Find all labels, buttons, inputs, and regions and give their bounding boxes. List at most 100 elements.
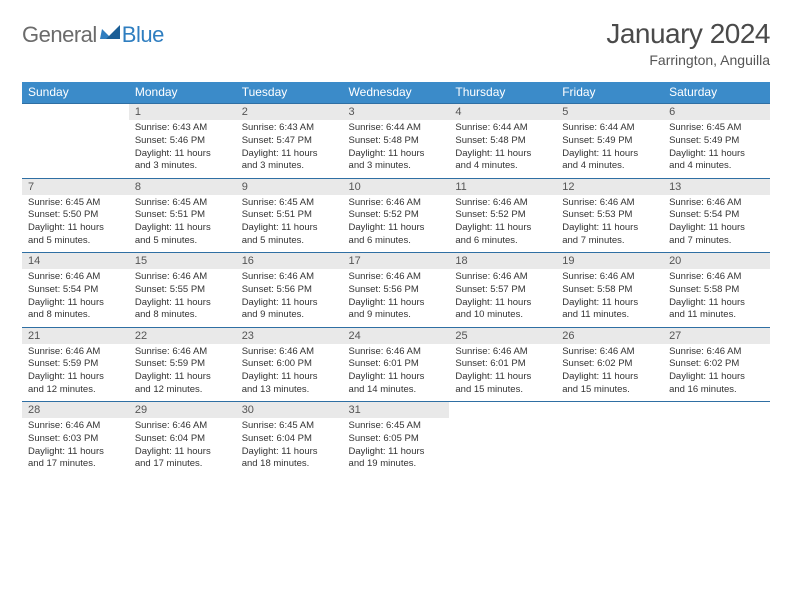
day-detail: Sunrise: 6:44 AMSunset: 5:48 PMDaylight:…: [343, 120, 450, 178]
daylight-text: and 11 minutes.: [562, 309, 657, 322]
daylight-text: and 11 minutes.: [669, 309, 764, 322]
sunrise-text: Sunrise: 6:46 AM: [562, 346, 657, 359]
day-detail: Sunrise: 6:46 AMSunset: 5:52 PMDaylight:…: [449, 195, 556, 253]
sunrise-text: Sunrise: 6:46 AM: [349, 271, 444, 284]
day-detail: Sunrise: 6:46 AMSunset: 6:02 PMDaylight:…: [556, 344, 663, 402]
sunset-text: Sunset: 6:04 PM: [242, 433, 337, 446]
daylight-text: Daylight: 11 hours: [562, 371, 657, 384]
day-detail: Sunrise: 6:46 AMSunset: 6:04 PMDaylight:…: [129, 418, 236, 476]
sunrise-text: Sunrise: 6:46 AM: [242, 346, 337, 359]
day-number: 30: [236, 402, 343, 419]
day-detail: Sunrise: 6:46 AMSunset: 5:54 PMDaylight:…: [22, 269, 129, 327]
sunset-text: Sunset: 5:58 PM: [669, 284, 764, 297]
daylight-text: and 15 minutes.: [562, 384, 657, 397]
day-detail: Sunrise: 6:46 AMSunset: 5:54 PMDaylight:…: [663, 195, 770, 253]
day-number: 9: [236, 178, 343, 195]
day-detail: Sunrise: 6:46 AMSunset: 5:56 PMDaylight:…: [343, 269, 450, 327]
daylight-text: Daylight: 11 hours: [28, 371, 123, 384]
daylight-text: Daylight: 11 hours: [28, 222, 123, 235]
sunset-text: Sunset: 5:52 PM: [349, 209, 444, 222]
sunset-text: Sunset: 6:00 PM: [242, 358, 337, 371]
sunrise-text: Sunrise: 6:43 AM: [135, 122, 230, 135]
sunrise-text: Sunrise: 6:46 AM: [562, 197, 657, 210]
sunrise-text: Sunrise: 6:46 AM: [562, 271, 657, 284]
sunset-text: Sunset: 5:59 PM: [135, 358, 230, 371]
sunset-text: Sunset: 5:54 PM: [28, 284, 123, 297]
day-detail: [449, 418, 556, 476]
daylight-text: Daylight: 11 hours: [135, 222, 230, 235]
sunrise-text: Sunrise: 6:44 AM: [562, 122, 657, 135]
day-number: 2: [236, 104, 343, 121]
sunrise-text: Sunrise: 6:46 AM: [455, 197, 550, 210]
day-detail: Sunrise: 6:44 AMSunset: 5:49 PMDaylight:…: [556, 120, 663, 178]
day-number: 15: [129, 253, 236, 270]
daylight-text: Daylight: 11 hours: [669, 371, 764, 384]
daylight-text: Daylight: 11 hours: [562, 297, 657, 310]
day-number: 29: [129, 402, 236, 419]
day-number: 25: [449, 327, 556, 344]
dow-header-row: Sunday Monday Tuesday Wednesday Thursday…: [22, 82, 770, 104]
day-number: 23: [236, 327, 343, 344]
sunrise-text: Sunrise: 6:45 AM: [242, 420, 337, 433]
header: General Blue January 2024 Farrington, An…: [22, 18, 770, 68]
daylight-text: and 5 minutes.: [242, 235, 337, 248]
day-detail: [663, 418, 770, 476]
title-block: January 2024 Farrington, Anguilla: [606, 18, 770, 68]
daylight-text: and 4 minutes.: [669, 160, 764, 173]
week-daynum-row: 78910111213: [22, 178, 770, 195]
week-daynum-row: 123456: [22, 104, 770, 121]
day-detail: [22, 120, 129, 178]
daylight-text: Daylight: 11 hours: [242, 148, 337, 161]
day-number: 16: [236, 253, 343, 270]
daylight-text: Daylight: 11 hours: [28, 446, 123, 459]
day-number: 10: [343, 178, 450, 195]
daylight-text: and 13 minutes.: [242, 384, 337, 397]
sunrise-text: Sunrise: 6:45 AM: [242, 197, 337, 210]
day-detail: Sunrise: 6:46 AMSunset: 5:59 PMDaylight:…: [129, 344, 236, 402]
daylight-text: and 17 minutes.: [135, 458, 230, 471]
day-number: 6: [663, 104, 770, 121]
sunrise-text: Sunrise: 6:45 AM: [349, 420, 444, 433]
day-number: 31: [343, 402, 450, 419]
daylight-text: Daylight: 11 hours: [349, 148, 444, 161]
day-detail: Sunrise: 6:44 AMSunset: 5:48 PMDaylight:…: [449, 120, 556, 178]
day-number: 12: [556, 178, 663, 195]
daylight-text: Daylight: 11 hours: [455, 222, 550, 235]
daylight-text: Daylight: 11 hours: [242, 297, 337, 310]
day-number: [22, 104, 129, 121]
day-detail: Sunrise: 6:46 AMSunset: 6:01 PMDaylight:…: [449, 344, 556, 402]
sunset-text: Sunset: 5:55 PM: [135, 284, 230, 297]
sunrise-text: Sunrise: 6:44 AM: [349, 122, 444, 135]
day-number: 4: [449, 104, 556, 121]
day-detail: Sunrise: 6:46 AMSunset: 5:53 PMDaylight:…: [556, 195, 663, 253]
sunrise-text: Sunrise: 6:45 AM: [669, 122, 764, 135]
daylight-text: Daylight: 11 hours: [242, 222, 337, 235]
calendar-table: Sunday Monday Tuesday Wednesday Thursday…: [22, 82, 770, 476]
brand-mark-icon: [100, 25, 120, 39]
day-number: 5: [556, 104, 663, 121]
daylight-text: and 12 minutes.: [28, 384, 123, 397]
sunset-text: Sunset: 6:02 PM: [669, 358, 764, 371]
day-number: 20: [663, 253, 770, 270]
daylight-text: and 19 minutes.: [349, 458, 444, 471]
day-number: 28: [22, 402, 129, 419]
sunrise-text: Sunrise: 6:45 AM: [28, 197, 123, 210]
dow-header: Tuesday: [236, 82, 343, 104]
day-number: 8: [129, 178, 236, 195]
sunrise-text: Sunrise: 6:46 AM: [28, 271, 123, 284]
sunrise-text: Sunrise: 6:44 AM: [455, 122, 550, 135]
daylight-text: and 6 minutes.: [349, 235, 444, 248]
sunset-text: Sunset: 5:48 PM: [455, 135, 550, 148]
day-number: 27: [663, 327, 770, 344]
location-subtitle: Farrington, Anguilla: [606, 52, 770, 68]
daylight-text: and 17 minutes.: [28, 458, 123, 471]
daylight-text: and 9 minutes.: [242, 309, 337, 322]
brand-word1: General: [22, 22, 97, 48]
day-detail: Sunrise: 6:46 AMSunset: 5:59 PMDaylight:…: [22, 344, 129, 402]
day-detail: Sunrise: 6:45 AMSunset: 5:49 PMDaylight:…: [663, 120, 770, 178]
day-detail: Sunrise: 6:45 AMSunset: 6:04 PMDaylight:…: [236, 418, 343, 476]
sunrise-text: Sunrise: 6:46 AM: [455, 346, 550, 359]
sunrise-text: Sunrise: 6:46 AM: [669, 346, 764, 359]
dow-header: Sunday: [22, 82, 129, 104]
daylight-text: and 4 minutes.: [455, 160, 550, 173]
